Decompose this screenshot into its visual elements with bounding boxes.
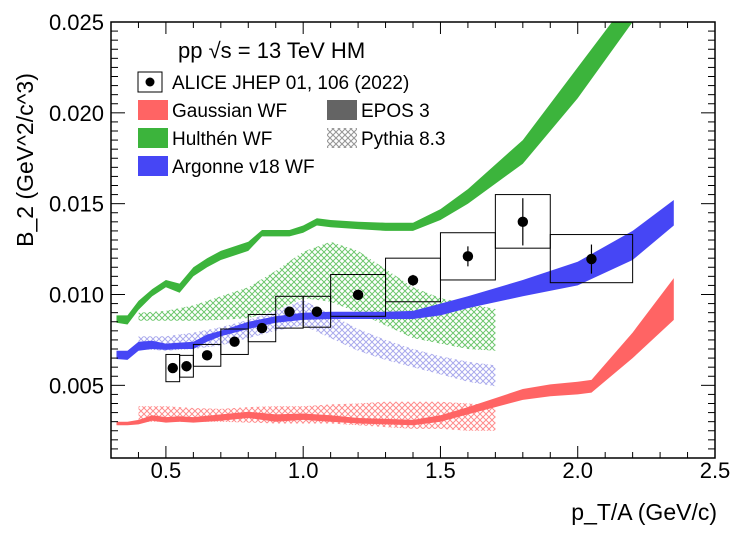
legend-label: Gaussian WF <box>172 101 287 122</box>
legend-entry-argonne: Argonne v18 WF <box>138 156 315 178</box>
y-tick-label: 0.010 <box>49 283 104 308</box>
y-tick-label: 0.020 <box>49 101 104 126</box>
data-point-3 <box>192 343 222 367</box>
legend-entry-hulthen: Hulthén WF <box>138 128 272 150</box>
legend-label: ALICE JHEP 01, 106 (2022) <box>172 73 409 94</box>
legend-swatch <box>327 128 357 148</box>
legend-label: Hulthén WF <box>172 129 272 150</box>
model-bands <box>116 22 674 426</box>
x-tick-label: 1.5 <box>425 458 456 483</box>
x-tick-label: 2.5 <box>700 458 731 483</box>
data-marker <box>181 361 192 372</box>
data-point-10 <box>439 232 496 281</box>
legend: ALICE JHEP 01, 106 (2022) Gaussian WF Hult… <box>137 71 446 178</box>
data-marker <box>462 251 474 262</box>
data-marker <box>352 289 364 301</box>
x-tick-label: 1.0 <box>288 458 319 483</box>
legend-entry-pythia: Pythia 8.3 <box>327 128 446 150</box>
data-marker <box>407 275 419 286</box>
data-marker <box>311 306 323 317</box>
data-marker <box>586 253 597 265</box>
legend-marker <box>145 77 155 87</box>
x-axis-title: p_T/A (GeV/c) <box>571 499 717 525</box>
data-marker <box>167 362 178 374</box>
legend-label: EPOS 3 <box>361 101 430 122</box>
y-tick-label: 0.005 <box>49 373 104 398</box>
legend-entry-epos: EPOS 3 <box>327 100 430 122</box>
legend-label: Pythia 8.3 <box>361 129 446 150</box>
data-point-12 <box>549 234 634 284</box>
data-point-11 <box>494 194 551 249</box>
x-tick-label: 0.5 <box>151 458 182 483</box>
legend-entry-data: ALICE JHEP 01, 106 (2022) <box>137 71 409 94</box>
y-axis-title: B_2 (GeV^2/c^3) <box>12 73 38 247</box>
data-point-2 <box>179 354 194 378</box>
syst-box <box>549 234 634 284</box>
legend-swatch <box>138 100 168 120</box>
legend-entry-gaussian: Gaussian WF <box>138 100 287 122</box>
legend-swatch <box>138 128 168 148</box>
pythia-blue-band <box>138 300 496 387</box>
data-points <box>165 194 634 383</box>
data-marker <box>517 216 529 228</box>
data-marker <box>229 336 240 347</box>
data-marker <box>256 322 268 334</box>
hulthen-band <box>116 22 633 325</box>
data-point-1 <box>165 353 181 383</box>
plot-area <box>116 22 674 431</box>
syst-box <box>192 343 222 367</box>
legend-label: Argonne v18 WF <box>172 157 315 178</box>
legend-swatch <box>138 156 168 176</box>
data-marker <box>284 306 295 317</box>
chart-header: pp √s = 13 TeV HM <box>178 38 365 63</box>
gaussian-band <box>116 278 674 426</box>
syst-box <box>439 232 496 281</box>
legend-swatch <box>327 100 357 120</box>
argonne-band <box>116 200 674 360</box>
data-marker <box>201 350 213 361</box>
y-tick-label: 0.015 <box>49 192 104 217</box>
y-tick-label: 0.025 <box>49 10 104 35</box>
axes: 0.5 1.0 1.5 2.0 2.5 0.005 0.010 0.015 0.020 0.025 <box>49 10 730 483</box>
x-tick-label: 2.0 <box>562 458 593 483</box>
syst-box <box>494 194 551 249</box>
